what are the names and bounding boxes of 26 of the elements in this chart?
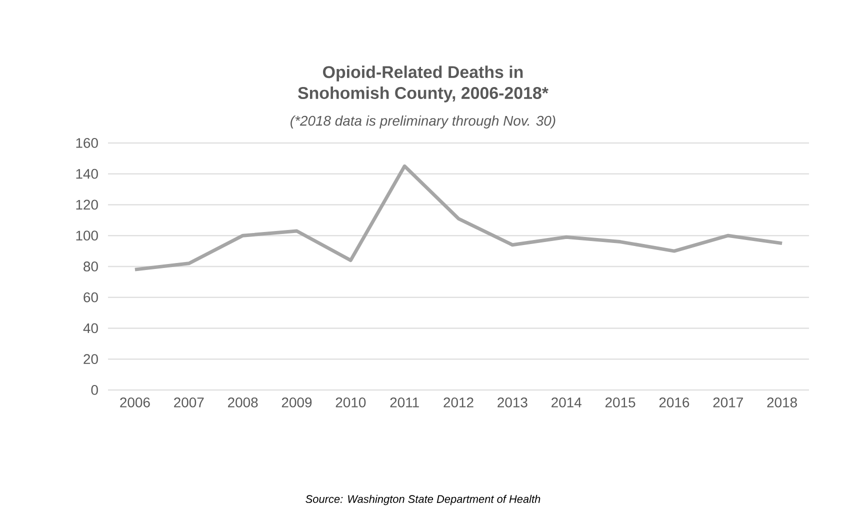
chart-title: Opioid-Related Deaths in Snohomish County, 2006-2018* bbox=[298, 66, 548, 102]
x-tick-label: 2013 bbox=[498, 397, 528, 408]
x-tick-label: 2011 bbox=[390, 397, 419, 408]
y-tick-label: 80 bbox=[84, 262, 98, 272]
source-note: Source: Washington State Department of Health bbox=[306, 494, 540, 506]
chart-subtitle: (*2018 data is preliminary through Nov. 30) bbox=[290, 115, 556, 128]
x-tick-label: 2007 bbox=[174, 397, 204, 408]
line-series bbox=[133, 164, 784, 272]
y-tick-label: 100 bbox=[76, 230, 98, 241]
y-tick-label: 60 bbox=[84, 292, 98, 302]
y-tick-label: 160 bbox=[76, 138, 98, 148]
x-tick-label: 2006 bbox=[120, 397, 150, 408]
y-tick-label: 40 bbox=[83, 323, 98, 334]
x-tick-label: 2008 bbox=[228, 397, 258, 408]
y-tick-label: 0 bbox=[91, 385, 98, 395]
y-tick-label: 140 bbox=[76, 168, 98, 179]
x-tick-label: 2014 bbox=[552, 397, 582, 408]
y-tick-label: 120 bbox=[76, 200, 98, 210]
x-tick-label: 2009 bbox=[282, 397, 312, 408]
x-tick-label: 2012 bbox=[444, 397, 474, 408]
x-tick-label: 2015 bbox=[605, 397, 636, 408]
x-tick-label: 2016 bbox=[659, 397, 690, 408]
x-tick-label: 2018 bbox=[767, 397, 797, 408]
x-tick-label: 2017 bbox=[713, 397, 743, 408]
x-tick-label: 2010 bbox=[336, 397, 366, 408]
y-tick-label: 20 bbox=[84, 354, 98, 364]
